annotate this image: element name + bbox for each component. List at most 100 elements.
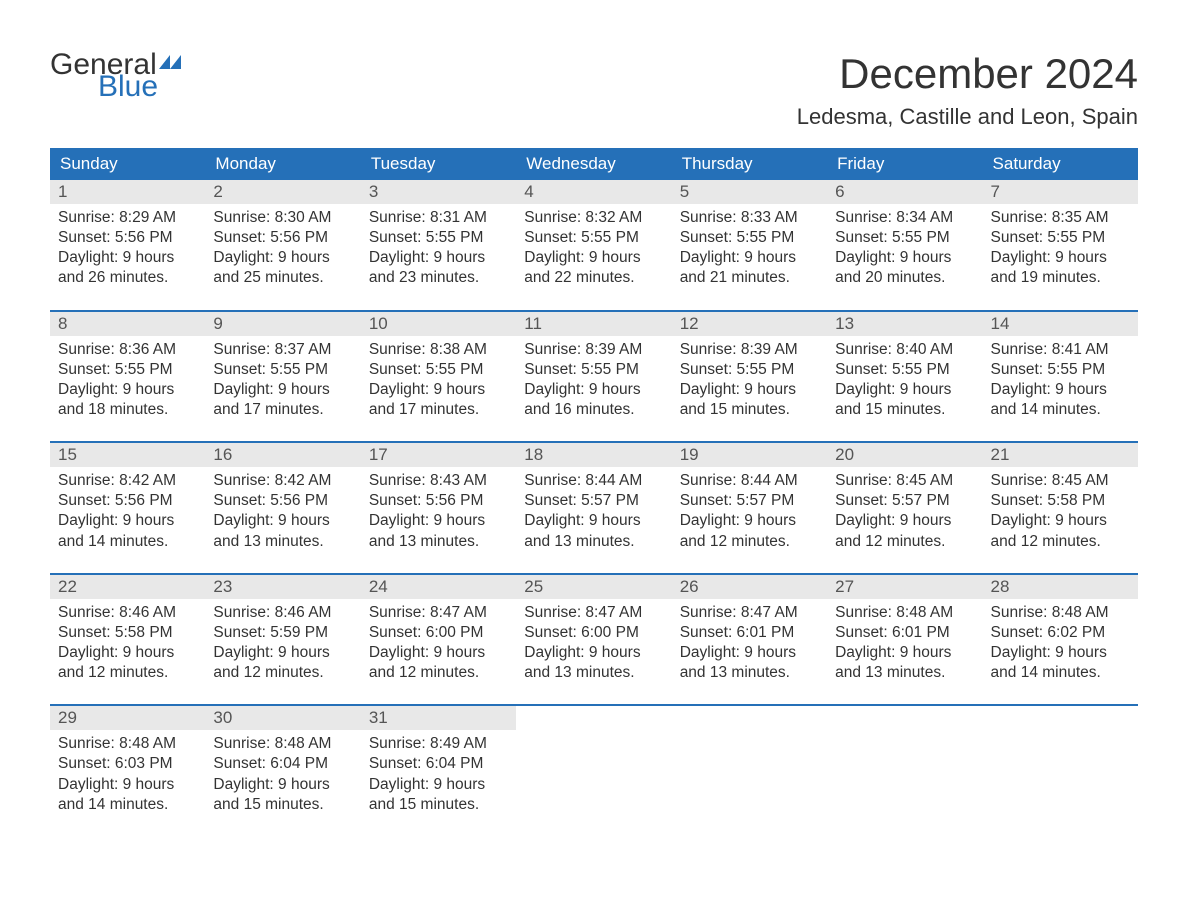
sunset-text: Sunset: 6:03 PM — [58, 754, 197, 774]
sunrise-text: Sunrise: 8:47 AM — [369, 603, 508, 623]
day-cell: Sunrise: 8:45 AMSunset: 5:58 PMDaylight:… — [983, 467, 1138, 552]
sunrise-text: Sunrise: 8:46 AM — [58, 603, 197, 623]
day-number: 16 — [205, 442, 360, 467]
weekday-header: Tuesday — [361, 148, 516, 180]
day-cell: Sunrise: 8:32 AMSunset: 5:55 PMDaylight:… — [516, 204, 671, 289]
dl2-text: and 13 minutes. — [524, 663, 663, 683]
day-number: 25 — [516, 574, 671, 599]
day-number: 20 — [827, 442, 982, 467]
sunset-text: Sunset: 5:55 PM — [835, 360, 974, 380]
sunset-text: Sunset: 5:56 PM — [58, 491, 197, 511]
dl2-text: and 15 minutes. — [213, 795, 352, 815]
day-number — [516, 705, 671, 730]
day-number: 23 — [205, 574, 360, 599]
sunset-text: Sunset: 5:55 PM — [524, 360, 663, 380]
sunset-text: Sunset: 5:57 PM — [680, 491, 819, 511]
sunrise-text: Sunrise: 8:42 AM — [58, 471, 197, 491]
dl1-text: Daylight: 9 hours — [680, 248, 819, 268]
sunrise-text: Sunrise: 8:48 AM — [991, 603, 1130, 623]
dl1-text: Daylight: 9 hours — [213, 248, 352, 268]
sunrise-text: Sunrise: 8:32 AM — [524, 208, 663, 228]
dl1-text: Daylight: 9 hours — [369, 248, 508, 268]
dl2-text: and 14 minutes. — [991, 400, 1130, 420]
dl2-text: and 12 minutes. — [680, 532, 819, 552]
day-number: 1 — [50, 180, 205, 204]
content-row: Sunrise: 8:36 AMSunset: 5:55 PMDaylight:… — [50, 336, 1138, 421]
weekday-header: Saturday — [983, 148, 1138, 180]
sunset-text: Sunset: 5:56 PM — [213, 491, 352, 511]
dl1-text: Daylight: 9 hours — [213, 643, 352, 663]
dl1-text: Daylight: 9 hours — [58, 775, 197, 795]
dl2-text: and 15 minutes. — [369, 795, 508, 815]
day-number: 7 — [983, 180, 1138, 204]
day-cell: Sunrise: 8:48 AMSunset: 6:04 PMDaylight:… — [205, 730, 360, 815]
dl2-text: and 21 minutes. — [680, 268, 819, 288]
sunrise-text: Sunrise: 8:33 AM — [680, 208, 819, 228]
dl2-text: and 13 minutes. — [213, 532, 352, 552]
day-cell: Sunrise: 8:40 AMSunset: 5:55 PMDaylight:… — [827, 336, 982, 421]
sunset-text: Sunset: 6:02 PM — [991, 623, 1130, 643]
dl1-text: Daylight: 9 hours — [680, 380, 819, 400]
sunset-text: Sunset: 5:56 PM — [369, 491, 508, 511]
dl1-text: Daylight: 9 hours — [58, 643, 197, 663]
week-separator — [50, 683, 1138, 705]
dl1-text: Daylight: 9 hours — [213, 380, 352, 400]
dl1-text: Daylight: 9 hours — [835, 511, 974, 531]
sunset-text: Sunset: 6:01 PM — [680, 623, 819, 643]
dl2-text: and 13 minutes. — [835, 663, 974, 683]
week-separator — [50, 420, 1138, 442]
content-row: Sunrise: 8:29 AMSunset: 5:56 PMDaylight:… — [50, 204, 1138, 289]
sunrise-text: Sunrise: 8:46 AM — [213, 603, 352, 623]
sunset-text: Sunset: 6:00 PM — [524, 623, 663, 643]
day-number: 13 — [827, 311, 982, 336]
sunset-text: Sunset: 5:59 PM — [213, 623, 352, 643]
day-cell: Sunrise: 8:30 AMSunset: 5:56 PMDaylight:… — [205, 204, 360, 289]
sunset-text: Sunset: 6:00 PM — [369, 623, 508, 643]
day-cell: Sunrise: 8:46 AMSunset: 5:58 PMDaylight:… — [50, 599, 205, 684]
dl2-text: and 15 minutes. — [835, 400, 974, 420]
dl2-text: and 12 minutes. — [369, 663, 508, 683]
dl2-text: and 14 minutes. — [991, 663, 1130, 683]
dl2-text: and 17 minutes. — [213, 400, 352, 420]
day-number: 21 — [983, 442, 1138, 467]
weekday-header: Monday — [205, 148, 360, 180]
dl1-text: Daylight: 9 hours — [835, 380, 974, 400]
dl1-text: Daylight: 9 hours — [835, 643, 974, 663]
day-cell: Sunrise: 8:33 AMSunset: 5:55 PMDaylight:… — [672, 204, 827, 289]
day-cell: Sunrise: 8:43 AMSunset: 5:56 PMDaylight:… — [361, 467, 516, 552]
day-cell: Sunrise: 8:44 AMSunset: 5:57 PMDaylight:… — [672, 467, 827, 552]
day-number: 2 — [205, 180, 360, 204]
day-number: 14 — [983, 311, 1138, 336]
day-number: 22 — [50, 574, 205, 599]
daynum-row: 293031 — [50, 705, 1138, 730]
sunrise-text: Sunrise: 8:49 AM — [369, 734, 508, 754]
sunrise-text: Sunrise: 8:48 AM — [58, 734, 197, 754]
month-title: December 2024 — [797, 50, 1138, 98]
dl1-text: Daylight: 9 hours — [213, 511, 352, 531]
day-number: 28 — [983, 574, 1138, 599]
dl1-text: Daylight: 9 hours — [369, 643, 508, 663]
logo-text-blue: Blue — [50, 72, 158, 102]
dl1-text: Daylight: 9 hours — [369, 380, 508, 400]
day-number: 8 — [50, 311, 205, 336]
dl2-text: and 25 minutes. — [213, 268, 352, 288]
sunset-text: Sunset: 5:55 PM — [991, 360, 1130, 380]
day-number — [983, 705, 1138, 730]
dl2-text: and 12 minutes. — [835, 532, 974, 552]
day-number: 15 — [50, 442, 205, 467]
sunset-text: Sunset: 5:56 PM — [213, 228, 352, 248]
weekday-header: Wednesday — [516, 148, 671, 180]
day-number: 24 — [361, 574, 516, 599]
day-cell — [672, 730, 827, 815]
sunset-text: Sunset: 5:58 PM — [58, 623, 197, 643]
day-cell: Sunrise: 8:44 AMSunset: 5:57 PMDaylight:… — [516, 467, 671, 552]
sunrise-text: Sunrise: 8:47 AM — [680, 603, 819, 623]
dl1-text: Daylight: 9 hours — [524, 248, 663, 268]
daynum-row: 22232425262728 — [50, 574, 1138, 599]
weekday-header: Thursday — [672, 148, 827, 180]
day-number: 30 — [205, 705, 360, 730]
week-separator — [50, 552, 1138, 574]
content-row: Sunrise: 8:48 AMSunset: 6:03 PMDaylight:… — [50, 730, 1138, 815]
day-cell: Sunrise: 8:42 AMSunset: 5:56 PMDaylight:… — [205, 467, 360, 552]
dl2-text: and 20 minutes. — [835, 268, 974, 288]
